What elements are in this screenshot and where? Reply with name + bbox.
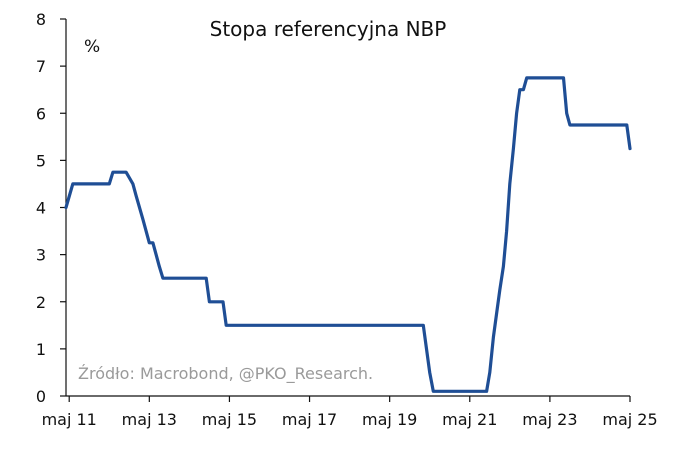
y-tick-label: 0: [36, 387, 46, 406]
y-tick-label: 1: [36, 340, 46, 359]
y-tick-label: 7: [36, 57, 46, 76]
x-tick-label: maj 19: [362, 410, 417, 429]
x-axis-ticks: maj 11 maj 13 maj 15 maj 17 maj 19 maj 21 maj …: [42, 396, 658, 429]
x-tick-label: maj 25: [602, 410, 657, 429]
x-tick-label: maj 23: [522, 410, 577, 429]
y-tick-label: 6: [36, 104, 46, 123]
x-tick-label: maj 11: [42, 410, 97, 429]
unit-label: %: [84, 37, 100, 57]
y-tick-label: 8: [36, 10, 46, 29]
x-tick-label: maj 21: [442, 410, 497, 429]
y-tick-label: 5: [36, 151, 46, 170]
y-tick-label: 2: [36, 293, 46, 312]
x-tick-label: maj 17: [282, 410, 337, 429]
chart-title: Stopa referencyjna NBP: [210, 17, 447, 41]
y-tick-label: 3: [36, 246, 46, 265]
y-tick-label: 4: [36, 199, 46, 218]
x-tick-label: maj 15: [202, 410, 257, 429]
source-note: Źródło: Macrobond, @PKO_Research.: [78, 364, 373, 384]
y-axis-ticks: 0 1 2 3 4 5 6 7 8: [36, 10, 66, 406]
x-tick-label: maj 13: [122, 410, 177, 429]
series-line: [64, 76, 632, 393]
